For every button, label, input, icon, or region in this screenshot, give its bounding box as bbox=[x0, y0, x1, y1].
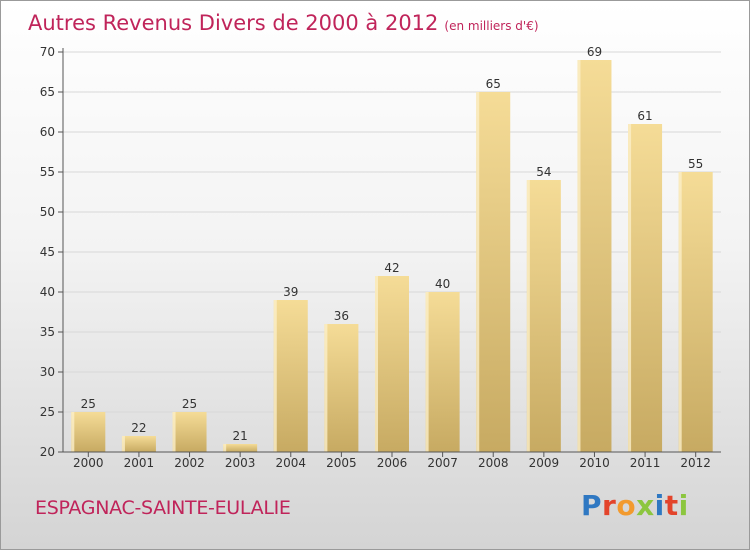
bar-highlight bbox=[476, 92, 480, 452]
bar-value-label: 25 bbox=[182, 397, 197, 411]
bar-highlight bbox=[273, 300, 277, 452]
bar-value-label: 54 bbox=[536, 165, 551, 179]
bar bbox=[577, 60, 612, 452]
bar-highlight bbox=[678, 172, 682, 452]
y-tick-label: 60 bbox=[40, 125, 55, 139]
bar bbox=[476, 92, 511, 452]
x-tick-label: 2005 bbox=[326, 456, 357, 470]
logo-letter: o bbox=[616, 489, 637, 522]
bar-highlight bbox=[375, 276, 378, 452]
bar-highlight bbox=[577, 60, 581, 452]
bar-highlight bbox=[628, 124, 632, 452]
bar bbox=[71, 412, 106, 452]
bar-value-label: 42 bbox=[384, 261, 399, 275]
y-tick-label: 65 bbox=[40, 85, 55, 99]
logo-letter: r bbox=[602, 489, 617, 522]
y-tick-label: 25 bbox=[40, 405, 55, 419]
location-name: ESPAGNAC-SAINTE-EULALIE bbox=[35, 497, 291, 519]
bar bbox=[425, 292, 460, 452]
x-tick-label: 2012 bbox=[680, 456, 711, 470]
y-tick-label: 30 bbox=[40, 365, 55, 379]
bar-value-label: 25 bbox=[81, 397, 96, 411]
x-tick-label: 2003 bbox=[225, 456, 256, 470]
x-tick-label: 2008 bbox=[478, 456, 509, 470]
bar bbox=[324, 324, 359, 452]
bar bbox=[375, 276, 409, 452]
bar bbox=[526, 180, 561, 452]
bar bbox=[223, 444, 258, 452]
y-tick-label: 70 bbox=[40, 45, 55, 59]
bar bbox=[628, 124, 663, 452]
bar-highlight bbox=[121, 436, 125, 452]
bar bbox=[121, 436, 156, 452]
bar-highlight bbox=[172, 412, 176, 452]
proxiti-logo: Proxiti bbox=[581, 489, 689, 522]
logo-letter: i bbox=[654, 489, 665, 522]
x-tick-label: 2007 bbox=[427, 456, 458, 470]
x-tick-label: 2011 bbox=[630, 456, 661, 470]
y-tick-label: 45 bbox=[40, 245, 55, 259]
y-tick-label: 20 bbox=[40, 445, 55, 459]
x-tick-label: 2001 bbox=[124, 456, 155, 470]
bar-value-label: 36 bbox=[334, 309, 349, 323]
y-tick-label: 50 bbox=[40, 205, 55, 219]
x-tick-label: 2000 bbox=[73, 456, 104, 470]
y-tick-label: 55 bbox=[40, 165, 55, 179]
logo-letter: P bbox=[581, 489, 603, 522]
x-tick-label: 2004 bbox=[275, 456, 306, 470]
x-tick-label: 2006 bbox=[377, 456, 408, 470]
bar-value-label: 21 bbox=[233, 429, 248, 443]
axes: 20 25 30 35 40 45 50 55 60 65 70 2000 2001 2002 2003 20… bbox=[40, 45, 721, 470]
bar bbox=[273, 300, 308, 452]
bar-value-label: 61 bbox=[637, 109, 652, 123]
logo-letter: t bbox=[664, 489, 679, 522]
bar-highlight bbox=[526, 180, 530, 452]
bar-highlight bbox=[324, 324, 328, 452]
logo-letter: i bbox=[678, 489, 689, 522]
x-tick-label: 2010 bbox=[579, 456, 610, 470]
y-tick-label: 35 bbox=[40, 325, 55, 339]
bar-highlight bbox=[223, 444, 227, 452]
chart-title-text: Autres Revenus Divers de 2000 à 2012 bbox=[28, 11, 439, 35]
bar-value-label: 39 bbox=[283, 285, 298, 299]
bar-highlight bbox=[425, 292, 429, 452]
bar bbox=[678, 172, 713, 452]
x-tick-label: 2009 bbox=[529, 456, 560, 470]
bar-value-label: 65 bbox=[486, 77, 501, 91]
chart-subtitle: (en milliers d'€) bbox=[444, 19, 539, 33]
bar bbox=[172, 412, 207, 452]
bar-highlight bbox=[71, 412, 75, 452]
bar-value-label: 69 bbox=[587, 45, 602, 59]
bar-value-label: 55 bbox=[688, 157, 703, 171]
y-tick-label: 40 bbox=[40, 285, 55, 299]
logo-letter: x bbox=[636, 489, 655, 522]
x-tick-label: 2002 bbox=[174, 456, 205, 470]
chart-title: Autres Revenus Divers de 2000 à 2012 (en … bbox=[28, 11, 539, 35]
bar-value-label: 22 bbox=[131, 421, 146, 435]
bar-value-label: 40 bbox=[435, 277, 450, 291]
bars: 25 22 25 21 39 36 42 40 65 54 69 61 55 bbox=[71, 45, 713, 452]
